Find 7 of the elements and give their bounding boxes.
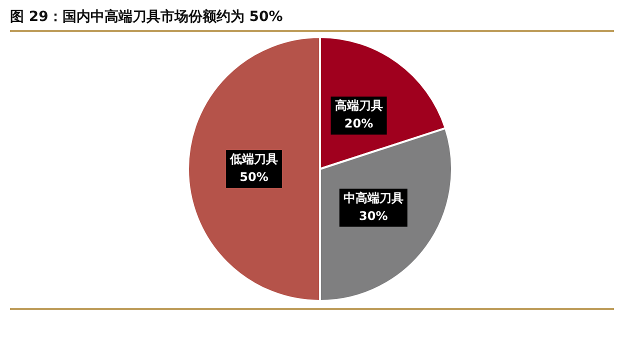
data-label: 50% bbox=[240, 170, 268, 184]
chart-title: 图 29：国内中高端刀具市场份额约为 50% bbox=[10, 8, 283, 26]
data-label: 30% bbox=[359, 208, 388, 223]
slice-label: 低端刀具 bbox=[229, 152, 278, 166]
data-label: 20% bbox=[344, 116, 374, 131]
slice-label: 中高端刀具 bbox=[343, 190, 404, 205]
slice-label: 高端刀具 bbox=[334, 98, 383, 113]
